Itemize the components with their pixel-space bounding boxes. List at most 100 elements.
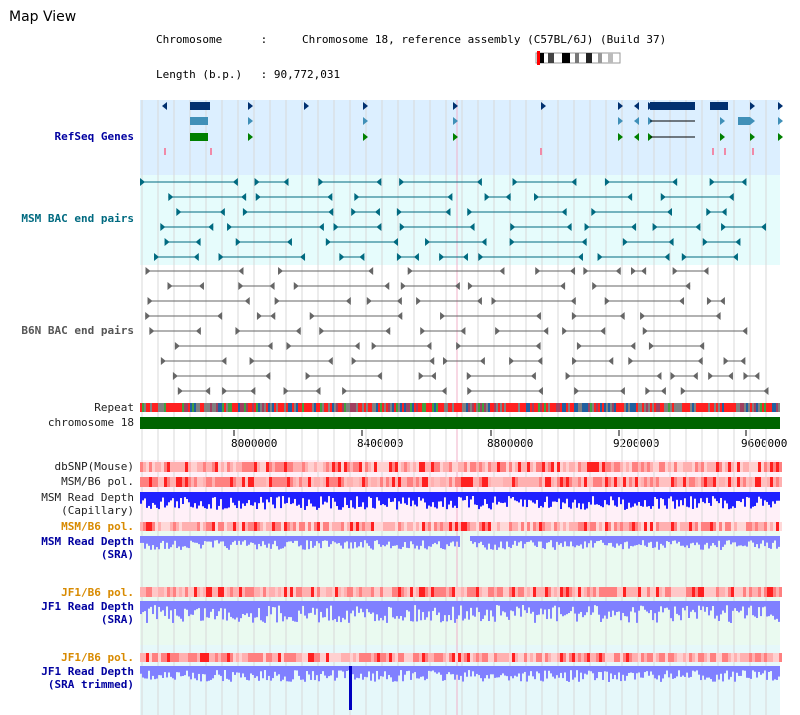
depth-bar bbox=[470, 536, 472, 542]
refseq-genes-label[interactable]: RefSeq Genes bbox=[54, 130, 134, 143]
msm-read-depth-capillary-label-1[interactable]: MSM Read Depth bbox=[41, 491, 134, 504]
depth-bar bbox=[600, 536, 602, 541]
depth-bar bbox=[388, 536, 390, 542]
depth-bar bbox=[706, 536, 708, 543]
heat-cell bbox=[362, 653, 365, 662]
heat-cell bbox=[245, 477, 248, 487]
jf1-b6-pol-label-2[interactable]: JF1/B6 pol. bbox=[61, 651, 134, 664]
repeat-segment bbox=[634, 403, 636, 412]
heat-cell bbox=[188, 477, 191, 487]
repeat-label[interactable]: Repeat bbox=[94, 401, 134, 414]
heat-cell bbox=[599, 587, 602, 597]
heat-cell bbox=[617, 462, 620, 472]
axis-tick-label: 9200000 bbox=[613, 437, 660, 450]
repeat-segment bbox=[536, 403, 538, 412]
depth-bar bbox=[750, 536, 752, 541]
heat-cell bbox=[719, 462, 722, 472]
dbsnp-label[interactable]: dbSNP(Mouse) bbox=[54, 460, 134, 473]
repeat-segment bbox=[364, 403, 366, 412]
depth-bar bbox=[376, 536, 378, 541]
depth-bar bbox=[304, 666, 306, 682]
heat-cell bbox=[530, 587, 533, 597]
jf1-read-depth-trimmed-label-1[interactable]: JF1 Read Depth bbox=[41, 665, 134, 678]
heat-cell bbox=[278, 587, 281, 597]
depth-bar bbox=[190, 536, 192, 541]
heat-cell bbox=[419, 522, 422, 531]
heat-cell bbox=[767, 477, 770, 487]
depth-bar bbox=[646, 536, 648, 547]
depth-bar bbox=[622, 601, 624, 613]
depth-bar bbox=[304, 601, 306, 616]
bac-end-arrow bbox=[543, 327, 549, 335]
depth-bar bbox=[430, 666, 432, 672]
depth-bar bbox=[172, 536, 174, 545]
msm-bac-end-pairs-label[interactable]: MSM BAC end pairs bbox=[21, 212, 134, 225]
depth-bar bbox=[644, 536, 646, 546]
depth-bar bbox=[518, 601, 520, 609]
depth-bar bbox=[236, 601, 238, 618]
depth-bar bbox=[718, 536, 720, 541]
jf1-b6-pol-label[interactable]: JF1/B6 pol. bbox=[61, 586, 134, 599]
repeat-segment bbox=[766, 403, 768, 412]
heat-cell bbox=[671, 522, 674, 531]
depth-bar bbox=[284, 601, 286, 617]
chromosome-label[interactable]: chromosome 18 bbox=[47, 416, 134, 429]
heat-cell bbox=[554, 462, 557, 472]
repeat-segment bbox=[160, 403, 162, 412]
heat-cell bbox=[731, 477, 734, 487]
repeat-segment bbox=[442, 403, 444, 412]
depth-bar bbox=[604, 536, 606, 546]
depth-bar bbox=[306, 492, 308, 507]
depth-bar bbox=[222, 601, 224, 620]
depth-bar bbox=[208, 536, 210, 542]
heat-cell bbox=[146, 477, 149, 487]
depth-bar bbox=[608, 601, 610, 612]
depth-bar bbox=[260, 601, 262, 621]
heat-cell bbox=[662, 587, 665, 597]
depth-bar bbox=[148, 492, 150, 506]
msm-b6-pol-label[interactable]: MSM/B6 pol. bbox=[61, 475, 134, 488]
depth-bar bbox=[668, 492, 670, 499]
heat-cell bbox=[311, 462, 314, 472]
heat-cell bbox=[518, 522, 521, 531]
heat-cell bbox=[545, 462, 548, 472]
depth-bar bbox=[268, 601, 270, 607]
depth-bar bbox=[722, 492, 724, 509]
heat-cell bbox=[284, 462, 287, 472]
heat-cell bbox=[365, 462, 368, 472]
heat-cell bbox=[728, 587, 731, 597]
repeat-segment bbox=[370, 403, 372, 412]
repeat-segment bbox=[284, 403, 286, 412]
heat-cell bbox=[647, 587, 650, 597]
repeat-segment bbox=[528, 403, 530, 412]
heat-cell bbox=[605, 477, 608, 487]
depth-bar bbox=[650, 601, 652, 611]
depth-bar bbox=[642, 492, 644, 507]
repeat-segment bbox=[350, 403, 352, 412]
depth-bar bbox=[736, 666, 738, 673]
heat-cell bbox=[287, 477, 290, 487]
depth-bar bbox=[240, 666, 242, 678]
heat-cell bbox=[737, 587, 740, 597]
heat-cell bbox=[638, 462, 641, 472]
b6n-bac-end-pairs-label[interactable]: B6N BAC end pairs bbox=[21, 324, 134, 337]
heat-cell bbox=[380, 587, 383, 597]
heat-cell bbox=[266, 477, 269, 487]
msm-b6-pol-label-2[interactable]: MSM/B6 pol. bbox=[61, 520, 134, 533]
heat-cell bbox=[455, 522, 458, 531]
msm-read-depth-sra-label-1[interactable]: MSM Read Depth bbox=[41, 535, 134, 548]
depth-bar bbox=[456, 666, 458, 675]
heat-cell bbox=[338, 522, 341, 531]
depth-bar bbox=[238, 601, 240, 622]
heat-cell bbox=[536, 522, 539, 531]
repeat-segment bbox=[564, 403, 566, 412]
heat-cell bbox=[527, 462, 530, 472]
depth-bar bbox=[646, 666, 648, 672]
depth-bar bbox=[286, 492, 288, 503]
jf1-read-depth-sra-label-1[interactable]: JF1 Read Depth bbox=[41, 600, 134, 613]
gene-mark bbox=[724, 148, 726, 155]
depth-bar bbox=[450, 601, 452, 621]
depth-bar bbox=[270, 666, 272, 681]
depth-bar bbox=[414, 492, 416, 505]
depth-bar bbox=[640, 666, 642, 678]
